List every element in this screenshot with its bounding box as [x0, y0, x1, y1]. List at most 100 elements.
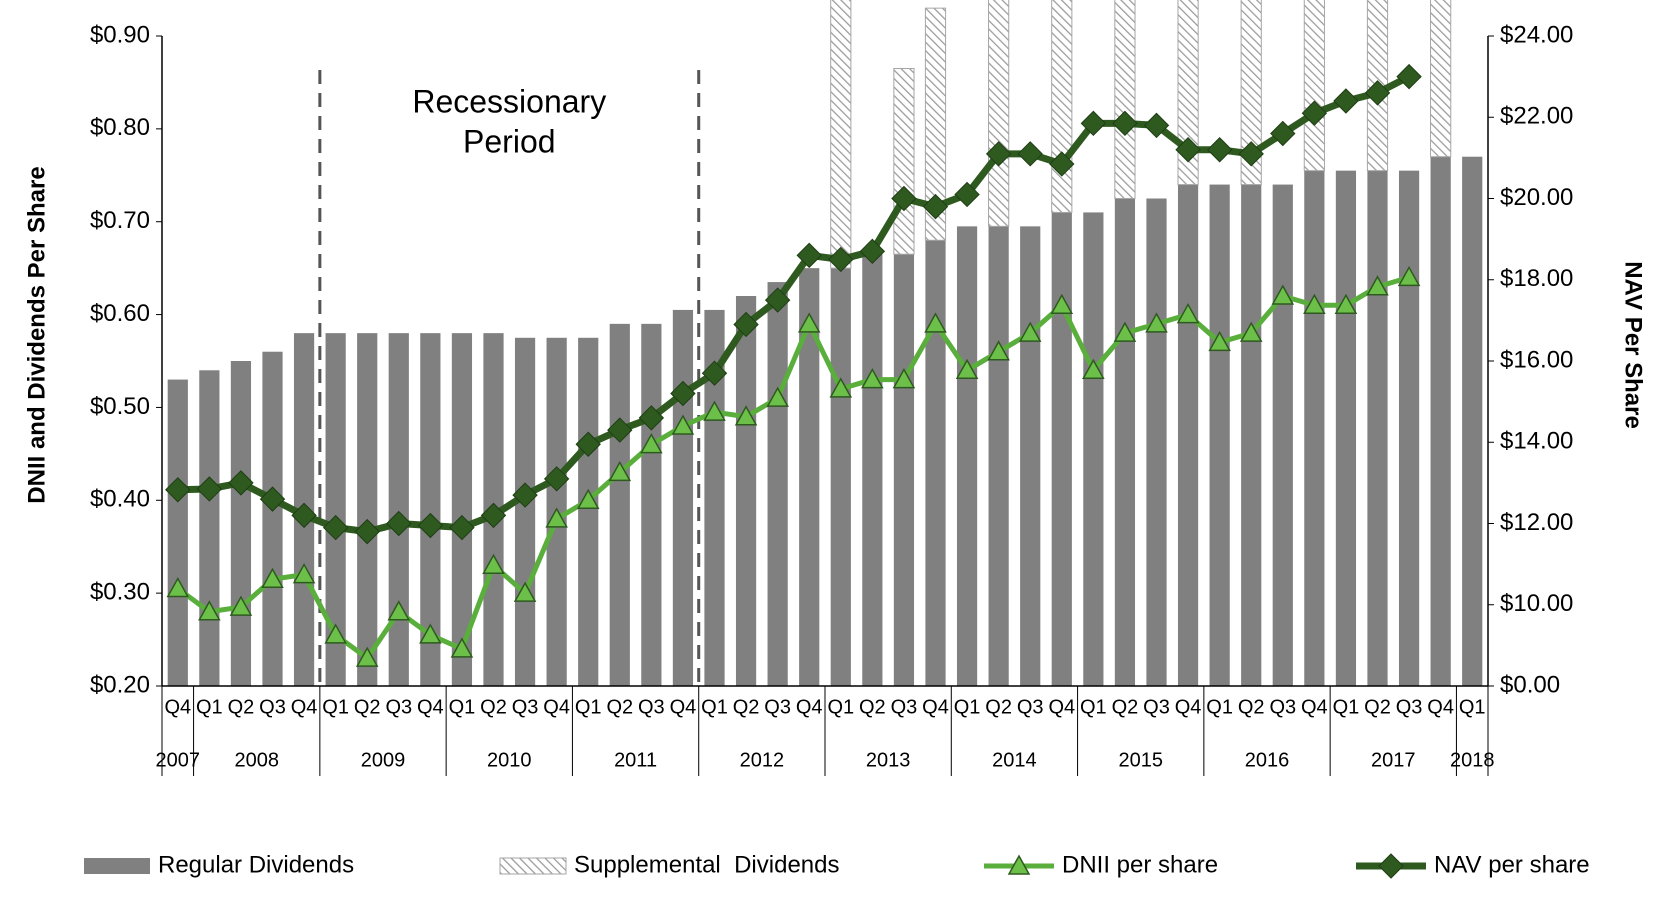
x-tick-label: Q4 — [670, 696, 697, 718]
marker — [1113, 321, 1137, 342]
annotation: Period — [463, 123, 556, 159]
bar — [1398, 170, 1420, 687]
marker — [1397, 265, 1421, 287]
x-tick-label: Q2 — [985, 696, 1012, 718]
marker — [733, 311, 759, 338]
marker — [449, 514, 475, 541]
y-tick-label: $0.60 — [90, 300, 150, 327]
bar — [1430, 156, 1451, 686]
marker — [1239, 321, 1263, 342]
marker — [1364, 80, 1391, 106]
marker — [954, 181, 980, 208]
line — [177, 73, 1411, 536]
marker — [1049, 151, 1075, 177]
bar — [956, 226, 978, 686]
marker — [922, 193, 949, 220]
marker — [861, 368, 884, 389]
marker — [417, 512, 444, 539]
x-tick-label: Q3 — [259, 696, 286, 718]
bar — [514, 337, 536, 686]
bar — [1051, 0, 1073, 213]
y2-tick-label: $14.00 — [1500, 428, 1573, 455]
marker — [766, 386, 789, 407]
line — [176, 275, 1410, 661]
marker — [419, 623, 442, 644]
group-label: 2012 — [740, 749, 785, 771]
marker — [1366, 275, 1389, 296]
marker — [324, 623, 347, 644]
x-tick-label: Q4 — [543, 696, 570, 718]
marker — [1303, 293, 1326, 315]
bar — [1430, 0, 1452, 158]
marker — [165, 477, 191, 503]
bar — [1303, 0, 1325, 172]
bar — [1241, 184, 1262, 687]
marker — [1018, 321, 1042, 342]
bar — [1177, 0, 1199, 186]
group-label: 2015 — [1118, 749, 1163, 771]
y2-tick-label: $22.00 — [1500, 103, 1573, 130]
bar — [1051, 212, 1072, 686]
y2-tick-label: $0.00 — [1500, 671, 1560, 698]
marker — [1333, 88, 1359, 114]
marker — [1238, 141, 1264, 167]
bar — [609, 323, 630, 686]
marker — [829, 377, 853, 398]
x-tick-label: Q2 — [733, 696, 760, 718]
group-label: 2009 — [361, 749, 406, 771]
legend-label: Regular Dividends — [158, 851, 354, 878]
x-tick-label: Q2 — [480, 696, 507, 718]
marker — [670, 380, 696, 407]
bar — [988, 0, 1010, 227]
marker — [480, 502, 507, 529]
annotation: Recessionary — [412, 83, 606, 119]
x-tick-label: Q3 — [1017, 696, 1044, 718]
bar — [924, 7, 947, 241]
marker — [892, 368, 916, 389]
bar — [1083, 212, 1104, 686]
group-label: 2008 — [234, 749, 279, 771]
marker — [703, 400, 726, 421]
bar — [230, 361, 252, 686]
legend-label: Supplemental Dividends — [574, 851, 840, 878]
bar — [1020, 226, 1041, 686]
marker — [482, 553, 505, 575]
bar — [830, 0, 852, 269]
bar — [862, 254, 883, 686]
group-label: 2010 — [487, 749, 532, 771]
marker — [354, 518, 380, 545]
marker — [543, 466, 570, 492]
x-tick-label: Q1 — [827, 696, 854, 718]
x-tick-label: Q1 — [1206, 696, 1233, 718]
legend-label: NAV per share — [1434, 851, 1590, 878]
x-tick-label: Q2 — [859, 696, 886, 718]
x-tick-label: Q1 — [1333, 696, 1360, 718]
marker — [987, 340, 1010, 361]
bar — [1209, 184, 1230, 687]
x-tick-label: Q4 — [417, 696, 444, 718]
bar — [167, 379, 188, 686]
y-tick-label: $0.70 — [90, 207, 150, 234]
bar — [1335, 170, 1357, 687]
x-tick-label: Q2 — [228, 696, 255, 718]
bar — [1114, 198, 1136, 686]
y-tick-label: $0.30 — [90, 578, 150, 605]
marker — [638, 405, 665, 431]
marker — [1176, 303, 1200, 324]
marker — [701, 360, 728, 386]
y-tick-label: $0.50 — [90, 393, 150, 420]
marker — [196, 476, 223, 502]
marker — [1143, 112, 1170, 139]
marker — [513, 581, 537, 602]
marker — [891, 185, 917, 212]
bar — [641, 323, 662, 686]
y-axis-title: DNII and Dividends Per Share — [23, 166, 50, 503]
x-tick-label: Q4 — [1048, 696, 1075, 718]
y2-tick-label: $20.00 — [1500, 184, 1573, 211]
bar — [1272, 184, 1293, 687]
x-tick-label: Q1 — [322, 696, 349, 718]
bar — [735, 296, 757, 686]
group-label: 2017 — [1371, 749, 1416, 771]
x-tick-label: Q3 — [1143, 696, 1170, 718]
